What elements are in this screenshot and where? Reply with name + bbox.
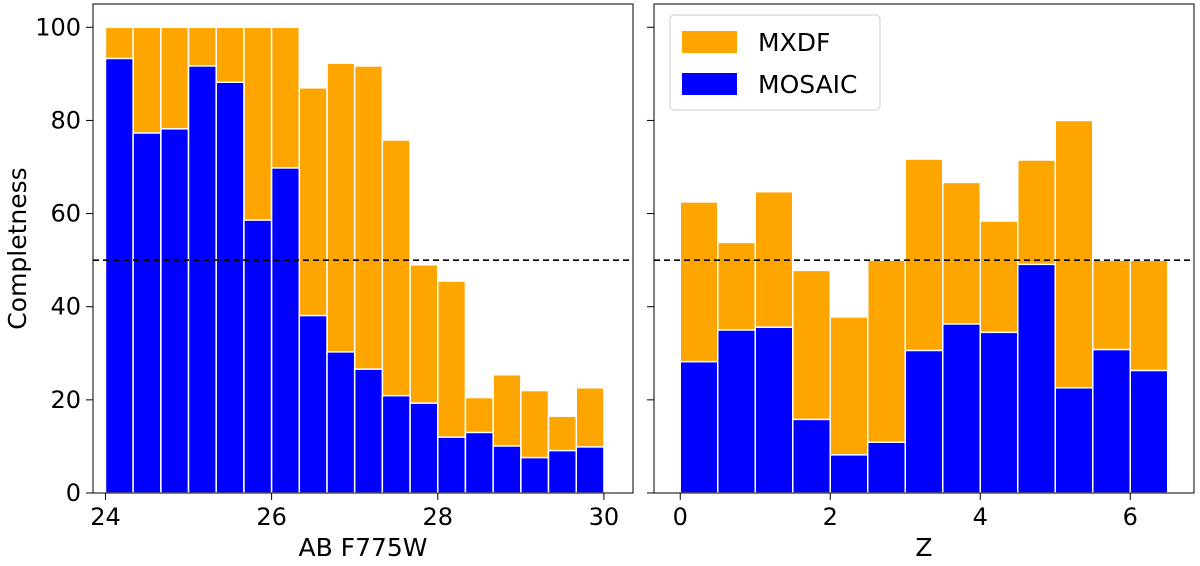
x-tick-label: 28 (422, 503, 453, 531)
x-tick-label: 4 (973, 503, 988, 531)
x-tick-label: 0 (673, 503, 688, 531)
y-tick-label: 60 (50, 200, 81, 228)
bar-mosaic-12 (1129, 369, 1169, 494)
bar-mosaic-16 (547, 449, 578, 494)
bar-mosaic-11 (409, 402, 439, 494)
left-axes-frame (92, 3, 634, 494)
bar-mosaic-3 (792, 418, 831, 494)
right-panel-redshift: 0 2 4 6 Z MXDF MOSAIC (647, 3, 1195, 562)
bar-mosaic-1 (132, 132, 162, 494)
bar-mosaic-10 (381, 394, 411, 494)
bar-mosaic-17 (575, 446, 605, 494)
bar-mosaic-8 (326, 351, 356, 494)
y-tick-label: 0 (66, 479, 81, 507)
bar-mosaic-2 (754, 326, 794, 494)
bar-mosaic-5 (243, 219, 273, 494)
y-tick-label: 100 (35, 13, 81, 41)
bar-mosaic-6 (270, 167, 301, 494)
bar-mosaic-5 (867, 441, 906, 494)
bar-mosaic-4 (215, 81, 245, 494)
legend-label-mxdf: MXDF (758, 28, 830, 57)
left-ticks: 24 26 28 30 0 20 40 60 80 100 (35, 13, 619, 531)
bar-mosaic-1 (717, 329, 756, 494)
left-y-axis-label: Completness (3, 167, 32, 329)
right-x-axis-label: Z (915, 533, 932, 562)
bar-mosaic-11 (1092, 348, 1131, 494)
bar-mosaic-14 (492, 445, 522, 494)
bar-mosaic-7 (942, 323, 981, 494)
legend: MXDF MOSAIC (669, 14, 881, 111)
bar-mosaic-7 (298, 314, 328, 494)
bar-mosaic-0 (679, 360, 719, 494)
bar-mosaic-9 (353, 368, 384, 494)
bar-mosaic-4 (829, 454, 869, 494)
bar-mosaic-13 (464, 431, 494, 494)
bar-mosaic-15 (520, 456, 550, 494)
x-tick-label: 2 (823, 503, 838, 531)
y-tick-label: 40 (50, 293, 81, 321)
legend-label-mosaic: MOSAIC (758, 70, 858, 99)
bar-mosaic-6 (904, 349, 944, 494)
x-tick-label: 30 (589, 503, 620, 531)
bar-mosaic-8 (979, 331, 1019, 494)
left-x-axis-label: AB F775W (298, 533, 427, 562)
left-panel-magnitude: 24 26 28 30 0 20 40 60 80 100 AB F775W Completnes… (3, 3, 634, 562)
x-tick-label: 26 (256, 503, 287, 531)
legend-swatch-mxdf (682, 31, 737, 53)
bar-mosaic-3 (187, 65, 217, 494)
bar-mosaic-2 (160, 128, 190, 494)
bar-mosaic-10 (1054, 386, 1094, 494)
bar-mosaic-0 (104, 57, 134, 494)
right-bars (679, 119, 1169, 494)
y-tick-label: 80 (50, 106, 81, 134)
x-tick-label: 24 (90, 503, 121, 531)
legend-swatch-mosaic (682, 73, 737, 95)
right-ticks: 0 2 4 6 (647, 26, 1138, 531)
bar-mosaic-9 (1017, 263, 1056, 494)
y-tick-label: 20 (50, 386, 81, 414)
bar-mosaic-12 (437, 436, 467, 494)
x-tick-label: 6 (1123, 503, 1138, 531)
right-axes-frame (653, 3, 1195, 494)
